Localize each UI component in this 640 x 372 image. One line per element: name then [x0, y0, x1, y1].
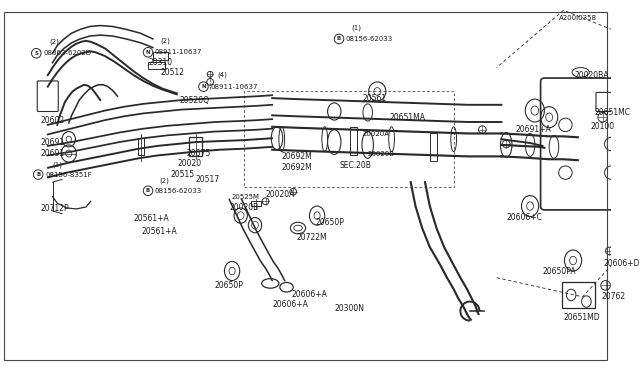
Text: (2): (2)	[50, 39, 60, 45]
Text: N: N	[146, 50, 150, 55]
Text: N: N	[201, 84, 205, 89]
Text: 20762: 20762	[602, 292, 626, 301]
Text: 08911-10637: 08911-10637	[210, 84, 258, 90]
Bar	[251, 201, 260, 206]
Text: B: B	[337, 36, 341, 41]
Bar	[138, 138, 144, 155]
Text: 20606+A: 20606+A	[291, 291, 327, 299]
Text: (2): (2)	[161, 38, 170, 44]
Text: (2): (2)	[159, 177, 170, 183]
Text: (4): (4)	[218, 72, 228, 78]
Text: 20712P: 20712P	[40, 205, 68, 214]
Bar	[148, 62, 165, 70]
Bar	[561, 282, 595, 308]
Text: 20651MA: 20651MA	[390, 113, 426, 122]
Bar	[153, 52, 168, 60]
Text: 20020BA: 20020BA	[575, 71, 609, 80]
Text: 20651MD: 20651MD	[563, 313, 600, 322]
Text: 20525M: 20525M	[231, 193, 259, 199]
Text: 20020A: 20020A	[266, 190, 295, 199]
Text: B: B	[146, 188, 150, 193]
Text: 20606+D: 20606+D	[604, 259, 640, 268]
Text: 20692M: 20692M	[282, 152, 312, 161]
Text: 20691: 20691	[40, 138, 64, 147]
Bar	[349, 127, 357, 155]
Text: 20512: 20512	[161, 68, 184, 77]
Text: S: S	[35, 51, 38, 56]
Text: 20020A: 20020A	[363, 131, 390, 137]
Text: SEC.20B: SEC.20B	[339, 161, 371, 170]
Text: 20650P: 20650P	[215, 281, 244, 290]
Text: (1): (1)	[351, 24, 362, 31]
Bar	[189, 137, 202, 156]
Text: 20310: 20310	[148, 58, 172, 67]
Text: 20606+A: 20606+A	[272, 300, 308, 309]
Text: 20020B: 20020B	[229, 203, 259, 212]
Text: A200I0358: A200I0358	[559, 15, 596, 21]
Text: 20561+A: 20561+A	[134, 214, 170, 223]
Text: 08156-62033: 08156-62033	[346, 36, 393, 42]
Text: 20561+A: 20561+A	[141, 227, 177, 236]
Text: 20300N: 20300N	[334, 304, 364, 313]
Text: 20520Q: 20520Q	[180, 96, 209, 106]
Bar	[430, 132, 437, 161]
Text: 20691+A: 20691+A	[516, 125, 552, 134]
Text: (1): (1)	[52, 162, 63, 168]
Text: 08156-8351F: 08156-8351F	[46, 171, 93, 177]
Text: 20651MC: 20651MC	[594, 108, 630, 117]
Text: B: B	[36, 172, 40, 177]
Text: 20722M: 20722M	[296, 233, 326, 242]
Text: 20606+C: 20606+C	[506, 213, 542, 222]
Text: 20020: 20020	[178, 158, 202, 167]
Text: 20691: 20691	[40, 149, 64, 158]
Text: 20100: 20100	[590, 122, 614, 131]
Text: 20515: 20515	[170, 170, 194, 179]
Text: 08911-10637: 08911-10637	[155, 49, 202, 55]
Text: 20602: 20602	[40, 116, 64, 125]
Text: 20020B: 20020B	[368, 151, 395, 157]
Text: 08156-62033: 08156-62033	[155, 188, 202, 194]
Text: 20650PA: 20650PA	[543, 267, 576, 276]
Text: 20675: 20675	[186, 149, 211, 158]
Text: 20517: 20517	[196, 175, 220, 184]
Text: 08363-6202D: 08363-6202D	[44, 50, 92, 56]
Text: 20650P: 20650P	[315, 218, 344, 227]
Text: 20561: 20561	[363, 94, 387, 103]
Text: 20692M: 20692M	[282, 163, 312, 172]
